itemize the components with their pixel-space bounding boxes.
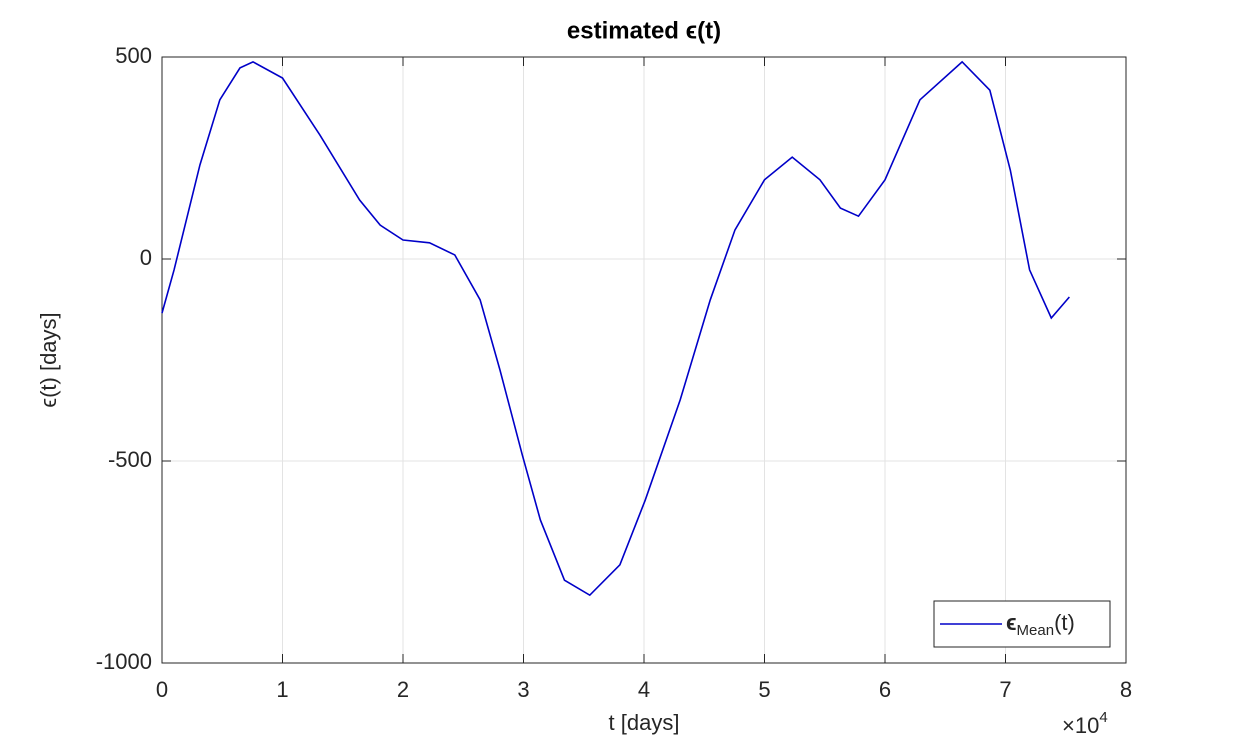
legend-subscript: Mean bbox=[1017, 622, 1055, 639]
chart-title: estimated ϵ(t) bbox=[567, 17, 721, 44]
y-tick-label: -1000 bbox=[96, 649, 152, 674]
line-series bbox=[161, 60, 1070, 597]
x-axis-label: t [days] bbox=[609, 710, 680, 735]
y-tick-label: 500 bbox=[115, 43, 152, 68]
y-axis-label: ϵ(t) [days] bbox=[36, 312, 61, 407]
axes-box bbox=[161, 56, 1127, 664]
legend-suffix: (t) bbox=[1054, 610, 1075, 635]
x-tick-label: 5 bbox=[758, 677, 770, 702]
x-tick-label: 0 bbox=[156, 677, 168, 702]
x-tick-label: 8 bbox=[1120, 677, 1132, 702]
x-tick-label: 1 bbox=[276, 677, 288, 702]
x-tick-label: 3 bbox=[517, 677, 529, 702]
legend-symbol: ϵ bbox=[1006, 610, 1017, 635]
x-multiplier-base: ×10 bbox=[1062, 713, 1099, 738]
x-tick-label: 6 bbox=[879, 677, 891, 702]
legend-label: ϵMean(t) bbox=[1006, 610, 1075, 639]
x-tick-label: 2 bbox=[397, 677, 409, 702]
x-tick-label: 4 bbox=[638, 677, 650, 702]
x-multiplier: ×104 bbox=[1062, 709, 1108, 738]
y-tick-label: -500 bbox=[108, 447, 152, 472]
y-tick-label: 0 bbox=[140, 245, 152, 270]
x-tick-label: 7 bbox=[999, 677, 1011, 702]
x-multiplier-exponent: 4 bbox=[1099, 709, 1107, 726]
